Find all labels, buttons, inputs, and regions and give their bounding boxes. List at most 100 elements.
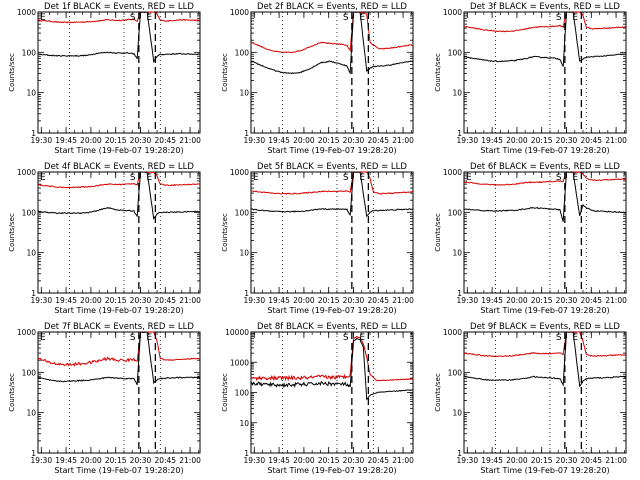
series-line-lld bbox=[250, 335, 414, 382]
y-tick-label: 10 bbox=[239, 89, 249, 98]
x-tick-label: 20:00 bbox=[506, 136, 528, 145]
y-tick-label: 100 bbox=[448, 48, 463, 57]
x-axis-label: Start Time (19-Feb-07 19:28:20) bbox=[267, 466, 396, 475]
x-axis-label: Start Time (19-Feb-07 19:28:20) bbox=[480, 466, 609, 475]
x-tick-label: 20:15 bbox=[318, 296, 340, 305]
panel-title: Det 7f BLACK = Events, RED = LLD bbox=[44, 322, 194, 332]
y-tick-label: 1000 bbox=[443, 8, 462, 17]
x-tick-label: 20:15 bbox=[531, 296, 553, 305]
panel-det-8: Det 8f BLACK = Events, RED = LLD 1 10 100 10… bbox=[221, 322, 414, 475]
panel-title: Det 3f BLACK = Events, RED = LLD bbox=[470, 2, 620, 12]
x-tick-label: 20:15 bbox=[318, 456, 340, 465]
y-axis-label: Counts/sec bbox=[434, 213, 442, 252]
x-tick-label: 20:15 bbox=[105, 296, 127, 305]
y-tick-label: 1 bbox=[244, 289, 249, 298]
series-line-events bbox=[37, 11, 201, 64]
panel-det-3: Det 3f BLACK = Events, RED = LLD 1 10 100 10… bbox=[434, 2, 627, 155]
x-tick-label: 19:45 bbox=[481, 456, 503, 465]
y-tick-label: 100 bbox=[448, 368, 463, 377]
y-tick-label: 10000 bbox=[225, 328, 249, 337]
x-tick-label: 20:15 bbox=[531, 456, 553, 465]
series-line-lld bbox=[463, 331, 627, 358]
x-tick-label: 20:00 bbox=[293, 296, 315, 305]
y-axis-label: Counts/sec bbox=[221, 53, 229, 92]
x-tick-label: 21:00 bbox=[179, 456, 201, 465]
x-tick-label: 20:45 bbox=[580, 296, 602, 305]
x-axis-label: Start Time (19-Feb-07 19:28:20) bbox=[54, 306, 183, 315]
plot-frame bbox=[250, 11, 414, 134]
x-tick-label: 19:45 bbox=[481, 296, 503, 305]
marker-label: S bbox=[130, 13, 136, 23]
corner-label: E bbox=[40, 173, 46, 183]
x-axis-label: Start Time (19-Feb-07 19:28:20) bbox=[480, 306, 609, 315]
corner-label: E bbox=[40, 333, 46, 343]
x-tick-label: 20:45 bbox=[580, 456, 602, 465]
panel-det-1: Det 1f BLACK = Events, RED = LLD 1 10 100 10… bbox=[8, 2, 201, 155]
x-tick-label: 20:00 bbox=[293, 136, 315, 145]
plot-frame bbox=[463, 11, 627, 134]
x-tick-label: 20:30 bbox=[556, 456, 578, 465]
series-line-events bbox=[250, 171, 414, 218]
x-tick-label: 20:00 bbox=[506, 296, 528, 305]
series-line-lld bbox=[250, 171, 414, 195]
x-tick-label: 20:45 bbox=[367, 456, 389, 465]
x-tick-label: 20:00 bbox=[80, 296, 102, 305]
x-tick-label: 21:00 bbox=[392, 456, 414, 465]
x-tick-label: 20:00 bbox=[80, 456, 102, 465]
x-tick-label: 19:30 bbox=[30, 136, 52, 145]
y-axis-label: Counts/sec bbox=[221, 373, 229, 412]
x-tick-label: 20:00 bbox=[80, 136, 102, 145]
x-tick-label: 21:00 bbox=[392, 136, 414, 145]
marker-label: E bbox=[572, 173, 578, 183]
x-tick-label: 20:45 bbox=[154, 456, 176, 465]
corner-label: E bbox=[253, 173, 259, 183]
x-tick-label: 19:30 bbox=[243, 136, 265, 145]
y-tick-label: 1000 bbox=[230, 8, 249, 17]
series-line-events bbox=[37, 171, 201, 221]
series-line-lld bbox=[37, 331, 201, 368]
y-tick-label: 10 bbox=[452, 409, 462, 418]
panel-det-2: Det 2f BLACK = Events, RED = LLD 1 10 100 10… bbox=[221, 2, 414, 155]
plot-frame bbox=[250, 331, 414, 454]
panel-title: Det 5f BLACK = Events, RED = LLD bbox=[257, 162, 407, 172]
y-axis-label: Counts/sec bbox=[434, 53, 442, 92]
x-tick-label: 19:45 bbox=[481, 136, 503, 145]
panel-det-7: Det 7f BLACK = Events, RED = LLD 1 10 100 10… bbox=[8, 322, 201, 475]
y-tick-label: 100 bbox=[235, 208, 250, 217]
x-tick-label: 19:30 bbox=[30, 296, 52, 305]
panel-det-6: Det 6f BLACK = Events, RED = LLD 1 10 100 10… bbox=[434, 162, 627, 315]
y-tick-label: 10 bbox=[26, 409, 36, 418]
y-tick-label: 10 bbox=[239, 419, 249, 428]
marker-label: S bbox=[556, 173, 562, 183]
x-tick-label: 20:30 bbox=[130, 136, 152, 145]
marker-label: E bbox=[572, 333, 578, 343]
marker-label: S bbox=[343, 173, 349, 183]
series-line-lld bbox=[37, 11, 201, 24]
x-tick-label: 20:30 bbox=[343, 136, 365, 145]
y-tick-label: 1000 bbox=[443, 168, 462, 177]
y-tick-label: 1000 bbox=[17, 8, 36, 17]
marker-label: E bbox=[146, 13, 152, 23]
x-tick-label: 20:15 bbox=[105, 136, 127, 145]
x-tick-label: 19:30 bbox=[456, 136, 478, 145]
y-tick-label: 100 bbox=[235, 48, 250, 57]
x-axis-label: Start Time (19-Feb-07 19:28:20) bbox=[267, 306, 396, 315]
panel-title: Det 1f BLACK = Events, RED = LLD bbox=[44, 2, 194, 12]
x-tick-label: 21:00 bbox=[392, 296, 414, 305]
series-line-events bbox=[463, 331, 627, 388]
x-tick-label: 20:15 bbox=[318, 136, 340, 145]
panel-title: Det 6f BLACK = Events, RED = LLD bbox=[470, 162, 620, 172]
x-tick-label: 20:45 bbox=[580, 136, 602, 145]
y-tick-label: 10 bbox=[452, 249, 462, 258]
panel-title: Det 4f BLACK = Events, RED = LLD bbox=[44, 162, 194, 172]
series-line-lld bbox=[463, 171, 626, 186]
series-line-lld bbox=[251, 11, 414, 54]
marker-label: E bbox=[359, 13, 365, 23]
series-line-events bbox=[463, 171, 627, 222]
marker-label: E bbox=[146, 333, 152, 343]
panel-title: Det 8f BLACK = Events, RED = LLD bbox=[257, 322, 407, 332]
y-tick-label: 10 bbox=[26, 249, 36, 258]
x-axis-label: Start Time (19-Feb-07 19:28:20) bbox=[54, 146, 183, 155]
y-tick-label: 1000 bbox=[17, 328, 36, 337]
x-tick-label: 19:45 bbox=[268, 456, 290, 465]
